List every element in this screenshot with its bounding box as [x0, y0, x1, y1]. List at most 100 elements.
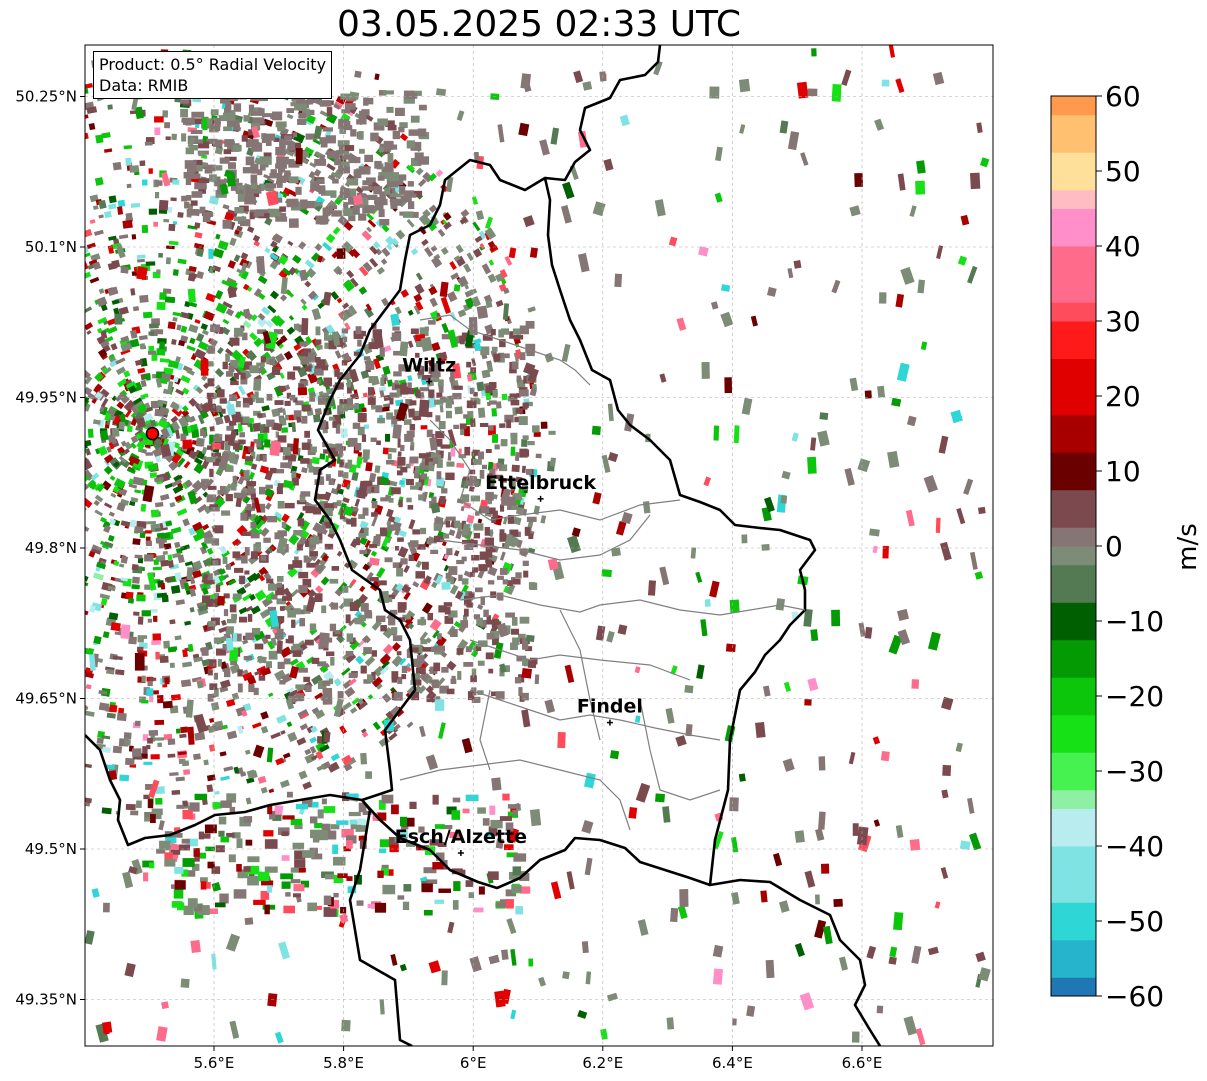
- echo-gate: [260, 890, 270, 900]
- echo-gate: [317, 494, 327, 500]
- echo-gate: [85, 83, 93, 90]
- echo-gate: [305, 540, 311, 547]
- echo-gate: [150, 509, 160, 518]
- echo-gate: [879, 292, 887, 304]
- echo-gate: [420, 639, 428, 645]
- echo-gate: [500, 487, 512, 503]
- echo-gate: [377, 417, 385, 424]
- echo-gate: [415, 352, 420, 358]
- echo-gate: [518, 122, 530, 137]
- lon-tick-label: 6°E: [460, 1054, 487, 1072]
- echo-gate: [289, 142, 302, 152]
- echo-gate: [407, 340, 414, 348]
- echo-gate: [414, 679, 422, 686]
- echo-gate: [343, 505, 354, 517]
- echo-gate: [372, 329, 383, 338]
- echo-gate: [392, 635, 403, 642]
- echo-gate: [123, 732, 132, 740]
- echo-gate: [215, 302, 228, 314]
- echo-gate: [927, 946, 939, 956]
- echo-gate: [242, 332, 248, 341]
- echo-gate: [263, 426, 270, 433]
- echo-gate: [263, 487, 275, 498]
- echo-gate: [437, 228, 446, 238]
- echo-gate: [332, 844, 339, 855]
- echo-gate: [352, 205, 360, 215]
- echo-gate: [215, 165, 223, 171]
- echo-gate: [292, 477, 299, 486]
- echo-gate: [358, 532, 367, 538]
- echo-gate: [72, 462, 82, 472]
- echo-gate: [79, 411, 83, 416]
- echo-gate: [196, 162, 203, 172]
- echo-gate: [357, 426, 365, 436]
- echo-gate: [361, 434, 367, 442]
- echo-gate: [225, 102, 232, 110]
- echo-gate: [100, 339, 110, 349]
- echo-gate: [138, 335, 148, 341]
- echo-gate: [397, 438, 401, 448]
- echo-gate: [86, 330, 92, 335]
- echo-gate: [399, 963, 407, 972]
- echo-gate: [409, 801, 417, 810]
- echo-gate: [260, 725, 269, 734]
- echo-gate: [361, 635, 371, 644]
- echo-gate: [469, 956, 482, 973]
- echo-gate: [85, 448, 88, 455]
- echo-gate: [384, 162, 394, 171]
- echo-gate: [140, 379, 147, 388]
- echo-gate: [462, 523, 471, 536]
- echo-gate: [194, 182, 207, 190]
- echo-gate: [294, 823, 303, 830]
- echo-gate: [519, 325, 529, 335]
- echo-gate: [319, 137, 328, 145]
- lat-tick-label: 50.25°N: [15, 88, 77, 106]
- echo-gate: [141, 610, 151, 617]
- echo-gate: [453, 881, 461, 892]
- echo-gate: [173, 376, 179, 383]
- echo-gate: [470, 675, 477, 683]
- echo-gate: [241, 135, 248, 142]
- echo-gate: [441, 488, 448, 494]
- echo-gate: [175, 388, 185, 396]
- echo-gate: [342, 208, 356, 217]
- echo-gate: [143, 794, 150, 800]
- echo-gate: [510, 432, 518, 438]
- echo-gate: [226, 626, 234, 635]
- echo-gate: [385, 120, 395, 127]
- echo-gate: [255, 397, 264, 404]
- echo-gate: [362, 180, 373, 186]
- echo-gate: [487, 548, 493, 558]
- echo-gate: [415, 482, 422, 487]
- echo-gate: [161, 171, 171, 187]
- echo-gate: [134, 554, 143, 559]
- echo-gate: [366, 177, 376, 183]
- echo-gate: [507, 515, 515, 524]
- echo-gate: [247, 486, 255, 493]
- echo-gate: [132, 756, 143, 760]
- echo-gate: [428, 172, 437, 182]
- echo-gate: [221, 326, 231, 336]
- echo-gate: [490, 691, 499, 697]
- echo-gate: [191, 479, 204, 492]
- echo-gate: [415, 272, 423, 281]
- echo-gate: [496, 622, 509, 638]
- echo-gate: [422, 209, 431, 218]
- echo-gate: [262, 133, 276, 141]
- echo-gate: [209, 426, 215, 432]
- echo-gate: [308, 170, 316, 179]
- echo-gate: [223, 593, 230, 599]
- echo-gate: [136, 254, 146, 259]
- echo-gate: [450, 629, 458, 637]
- echo-gate: [379, 527, 388, 537]
- echo-gate: [463, 263, 472, 273]
- echo-gate: [379, 999, 385, 1015]
- echo-gate: [471, 668, 477, 678]
- echo-gate: [963, 478, 974, 496]
- echo-gate: [420, 473, 428, 480]
- echo-gate: [120, 624, 131, 640]
- echo-gate: [519, 616, 530, 624]
- echo-gate: [184, 301, 191, 308]
- echo-gate: [107, 245, 115, 254]
- echo-gate: [125, 591, 134, 600]
